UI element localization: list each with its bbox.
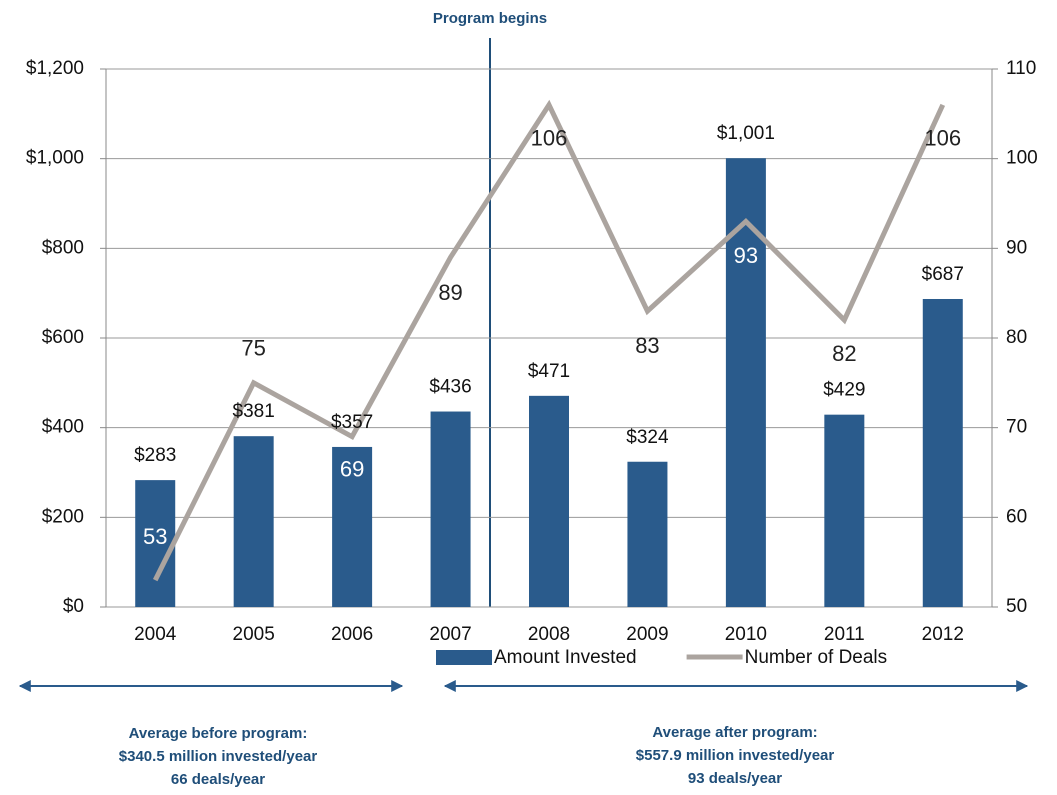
y2-tick-label: 70 <box>1006 417 1027 438</box>
bar-label: $324 <box>626 427 669 448</box>
bar-label: $687 <box>922 264 964 285</box>
line <box>152 99 946 582</box>
x-tick-label: 2006 <box>331 624 373 645</box>
bar <box>627 461 668 607</box>
after-note: $557.9 million invested/year <box>636 747 835 764</box>
y-tick-label: $0 <box>63 596 84 617</box>
x-tick-label: 2009 <box>626 624 668 645</box>
bar <box>824 414 865 607</box>
bar <box>233 436 274 607</box>
x-tick-label: 2011 <box>824 624 865 645</box>
line-label: 89 <box>438 280 462 305</box>
before-note: Average before program: <box>129 725 308 742</box>
y-tick-label: $1,000 <box>26 148 84 169</box>
y2-tick-label: 80 <box>1006 327 1027 348</box>
y2-tick-label: 90 <box>1006 237 1027 258</box>
bar-label: $471 <box>528 361 570 382</box>
x-tick-label: 2005 <box>233 624 275 645</box>
y-tick-label: $600 <box>42 327 84 348</box>
x-tick-label: 2010 <box>725 624 767 645</box>
x-tick-label: 2012 <box>922 624 964 645</box>
before-note: $340.5 million invested/year <box>119 748 318 765</box>
x-tick-label: 2007 <box>429 624 471 645</box>
program-label: Program begins <box>433 10 547 27</box>
y-tick-label: $200 <box>42 506 84 527</box>
x-tick-label: 2004 <box>134 624 177 645</box>
legend-label: Number of Deals <box>745 647 888 668</box>
bar-label: $357 <box>331 412 373 433</box>
legend-label: Amount Invested <box>494 647 637 668</box>
line-label: 53 <box>143 524 167 549</box>
y-tick-label: $400 <box>42 417 84 438</box>
y2-tick-label: 60 <box>1006 506 1027 527</box>
y2-tick-label: 50 <box>1006 596 1027 617</box>
bar <box>725 158 766 608</box>
x-tick-label: 2008 <box>528 624 570 645</box>
bar-label: $436 <box>429 377 471 398</box>
y-tick-label: $1,200 <box>26 58 84 79</box>
bar-label: $283 <box>134 445 176 466</box>
before-note: 66 deals/year <box>171 771 265 788</box>
bar-label: $429 <box>823 380 865 401</box>
line-label: 75 <box>241 336 265 361</box>
line-label: 83 <box>635 333 659 358</box>
bar-label: $1,001 <box>717 123 775 144</box>
line-label: 93 <box>734 243 758 268</box>
line-label: 106 <box>531 126 568 151</box>
bar-label: $381 <box>233 401 275 422</box>
y2-tick-label: 110 <box>1006 58 1036 79</box>
after-note: 93 deals/year <box>688 770 782 787</box>
line-label: 106 <box>924 126 961 151</box>
y2-tick-label: 100 <box>1006 148 1038 169</box>
bar <box>922 298 963 607</box>
line-label: 69 <box>340 456 364 481</box>
y-tick-label: $800 <box>42 237 84 258</box>
bar <box>529 395 569 607</box>
bar <box>135 480 176 607</box>
legend-swatch <box>436 650 492 665</box>
bar <box>430 411 471 607</box>
line-label: 82 <box>832 341 856 366</box>
bar <box>332 446 373 607</box>
after-note: Average after program: <box>652 724 817 741</box>
